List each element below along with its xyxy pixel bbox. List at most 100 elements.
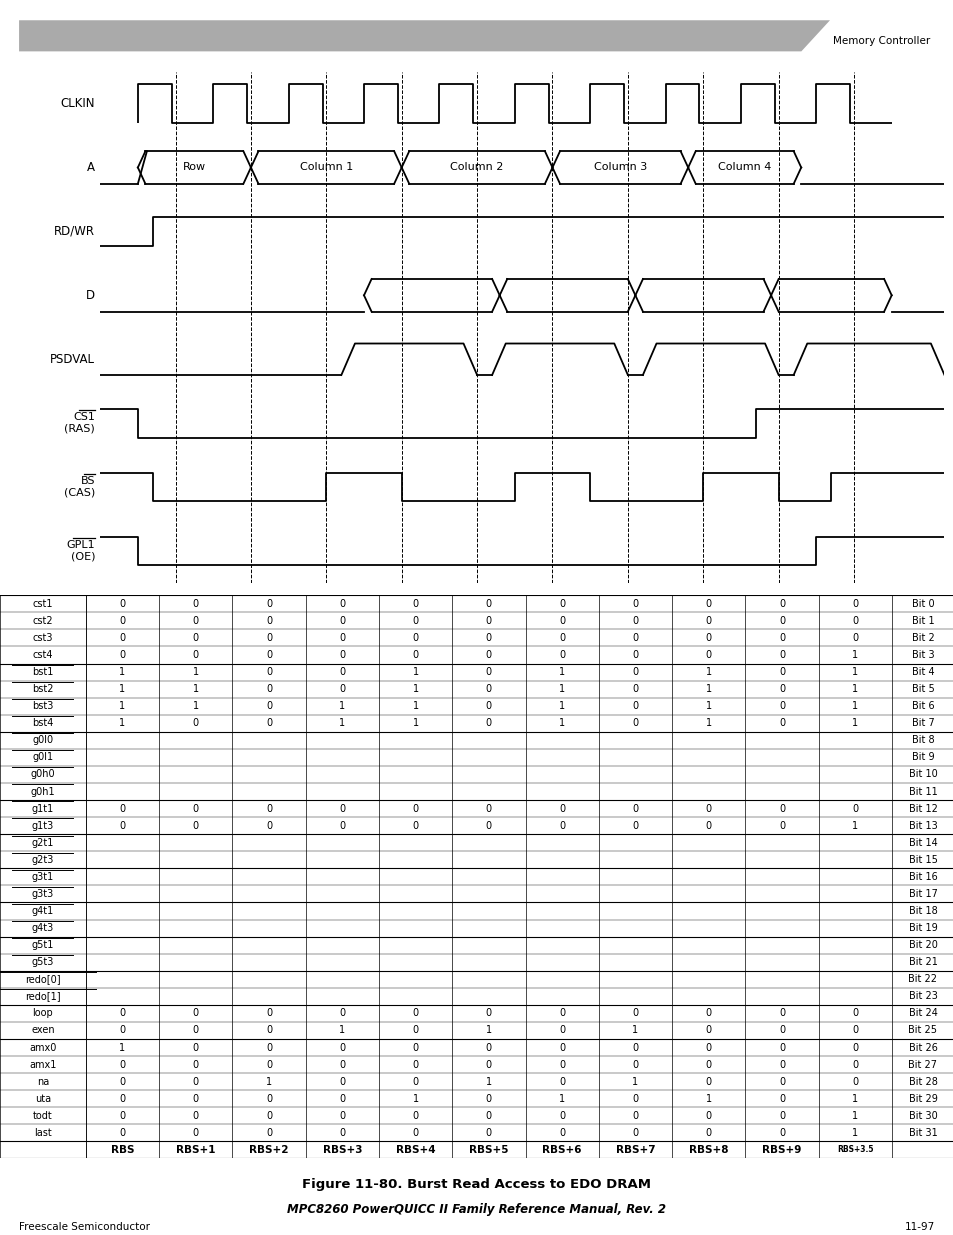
Text: g4t1: g4t1	[31, 906, 54, 916]
Text: 1: 1	[485, 1077, 492, 1087]
Text: 0: 0	[266, 632, 272, 643]
Text: 0: 0	[266, 701, 272, 711]
Text: 0: 0	[485, 1094, 492, 1104]
Text: 0: 0	[558, 1025, 565, 1035]
Text: RBS+2: RBS+2	[249, 1145, 289, 1155]
Text: 0: 0	[632, 1128, 638, 1137]
Text: 0: 0	[779, 1128, 784, 1137]
Text: 0: 0	[632, 599, 638, 609]
Text: 0: 0	[266, 667, 272, 677]
Text: RBS+5: RBS+5	[469, 1145, 508, 1155]
Text: 0: 0	[119, 599, 126, 609]
Text: Bit 17: Bit 17	[907, 889, 937, 899]
Text: Bit 0: Bit 0	[911, 599, 933, 609]
Text: last: last	[34, 1128, 51, 1137]
Text: 0: 0	[193, 632, 198, 643]
Text: 0: 0	[193, 719, 198, 729]
Text: Bit 16: Bit 16	[907, 872, 937, 882]
Text: 0: 0	[193, 820, 198, 831]
Text: 0: 0	[119, 1060, 126, 1070]
Text: 0: 0	[339, 804, 345, 814]
Text: Bit 5: Bit 5	[911, 684, 933, 694]
Text: 0: 0	[851, 1025, 858, 1035]
Text: 1: 1	[412, 719, 418, 729]
Text: 0: 0	[779, 701, 784, 711]
Text: 0: 0	[632, 650, 638, 659]
Text: 0: 0	[558, 804, 565, 814]
Text: 0: 0	[779, 719, 784, 729]
Text: 0: 0	[779, 667, 784, 677]
Text: 0: 0	[193, 1008, 198, 1019]
Text: exen: exen	[31, 1025, 54, 1035]
Text: cst1: cst1	[32, 599, 53, 609]
Polygon shape	[19, 20, 829, 52]
Text: 1: 1	[558, 1094, 565, 1104]
Text: 1: 1	[632, 1077, 638, 1087]
Text: 0: 0	[119, 616, 126, 626]
Text: Column 2: Column 2	[450, 163, 503, 173]
Text: 0: 0	[412, 1042, 418, 1052]
Text: 1: 1	[412, 701, 418, 711]
Text: 0: 0	[266, 820, 272, 831]
Text: Freescale Semiconductor: Freescale Semiconductor	[19, 1221, 150, 1233]
Text: CLKIN: CLKIN	[61, 98, 95, 110]
Text: 0: 0	[412, 1110, 418, 1121]
Text: 0: 0	[119, 1008, 126, 1019]
Text: 0: 0	[412, 616, 418, 626]
Text: 0: 0	[705, 599, 711, 609]
Text: Bit 19: Bit 19	[907, 923, 937, 934]
Text: 0: 0	[485, 1060, 492, 1070]
Text: 1: 1	[705, 684, 711, 694]
Text: RBS+3: RBS+3	[322, 1145, 362, 1155]
Text: 0: 0	[193, 1077, 198, 1087]
Text: cst4: cst4	[32, 650, 53, 659]
Text: 1: 1	[412, 684, 418, 694]
Text: RBS: RBS	[111, 1145, 134, 1155]
Text: bst4: bst4	[32, 719, 53, 729]
Text: 0: 0	[193, 650, 198, 659]
Text: Bit 28: Bit 28	[907, 1077, 937, 1087]
Text: 0: 0	[632, 820, 638, 831]
Text: 0: 0	[412, 1008, 418, 1019]
Text: 1: 1	[705, 1094, 711, 1104]
Text: Bit 1: Bit 1	[911, 616, 933, 626]
Text: 0: 0	[412, 1060, 418, 1070]
Text: 0: 0	[412, 650, 418, 659]
Text: 0: 0	[632, 667, 638, 677]
Text: 0: 0	[485, 1008, 492, 1019]
Text: 0: 0	[485, 804, 492, 814]
Text: bst1: bst1	[32, 667, 53, 677]
Text: Bit 18: Bit 18	[907, 906, 937, 916]
Text: 0: 0	[558, 632, 565, 643]
Text: 1: 1	[412, 667, 418, 677]
Text: 0: 0	[779, 1042, 784, 1052]
Text: 0: 0	[266, 1025, 272, 1035]
Text: 0: 0	[851, 616, 858, 626]
Text: RBS+7: RBS+7	[615, 1145, 655, 1155]
Text: 0: 0	[412, 820, 418, 831]
Text: g2t1: g2t1	[31, 837, 54, 847]
Text: 0: 0	[266, 719, 272, 729]
Text: 0: 0	[119, 1128, 126, 1137]
Text: g0h1: g0h1	[30, 787, 55, 797]
Text: 0: 0	[193, 1025, 198, 1035]
Text: g1t1: g1t1	[31, 804, 54, 814]
Text: 0: 0	[779, 1060, 784, 1070]
Text: 0: 0	[485, 820, 492, 831]
Text: Bit 13: Bit 13	[907, 820, 937, 831]
Text: 0: 0	[779, 599, 784, 609]
Text: RBS+8: RBS+8	[688, 1145, 728, 1155]
Text: todt: todt	[33, 1110, 52, 1121]
Text: 0: 0	[339, 1077, 345, 1087]
Text: Bit 15: Bit 15	[907, 855, 937, 864]
Text: 0: 0	[779, 616, 784, 626]
Text: g1t3: g1t3	[31, 820, 54, 831]
Text: 0: 0	[485, 667, 492, 677]
Text: 0: 0	[485, 616, 492, 626]
Text: 0: 0	[266, 1110, 272, 1121]
Text: 0: 0	[193, 1060, 198, 1070]
Text: 0: 0	[412, 1128, 418, 1137]
Text: 0: 0	[705, 1110, 711, 1121]
Text: 1: 1	[119, 1042, 126, 1052]
Text: 0: 0	[705, 616, 711, 626]
